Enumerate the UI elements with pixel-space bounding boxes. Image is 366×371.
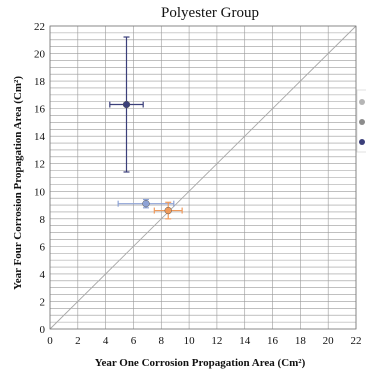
reference-line xyxy=(49,25,357,330)
x-tick-label: 2 xyxy=(75,335,81,347)
y-tick-label: 2 xyxy=(40,296,46,308)
x-tick-labels: 0 2 4 6 8 10 12 14 16 18 20 22 xyxy=(47,335,361,347)
y-axis-label: Year Four Corrosion Propagation Area (Cm… xyxy=(12,76,24,290)
y-tick-label: 10 xyxy=(34,186,46,198)
data-point-group xyxy=(153,201,183,220)
x-tick-label: 16 xyxy=(267,335,279,347)
y-tick-label: 22 xyxy=(34,21,45,33)
chart-title: Polyester Group xyxy=(161,5,259,21)
x-tick-label: 6 xyxy=(131,335,137,347)
y-tick-label: 16 xyxy=(34,104,46,116)
data-point-group xyxy=(109,36,144,173)
data-point xyxy=(122,100,131,109)
legend xyxy=(356,89,366,153)
data-point-group xyxy=(117,198,175,209)
x-tick-label: 10 xyxy=(184,335,196,347)
data-point xyxy=(142,200,150,208)
x-tick-label: 22 xyxy=(351,335,362,347)
y-tick-labels: 0 2 4 6 8 10 12 14 16 18 20 22 xyxy=(34,21,46,336)
x-tick-label: 20 xyxy=(323,335,335,347)
y-tick-label: 8 xyxy=(40,214,46,226)
x-tick-label: 12 xyxy=(211,335,222,347)
x-tick-label: 14 xyxy=(239,335,251,347)
x-tick-label: 4 xyxy=(103,335,109,347)
plot-frame xyxy=(49,25,357,330)
x-tick-label: 18 xyxy=(295,335,307,347)
y-tick-label: 12 xyxy=(34,159,45,171)
y-tick-label: 4 xyxy=(40,269,46,281)
legend-marker xyxy=(359,139,365,145)
legend-marker xyxy=(359,119,365,125)
legend-marker xyxy=(359,99,365,105)
y-tick-label: 20 xyxy=(34,49,46,61)
x-tick-label: 0 xyxy=(47,335,53,347)
x-axis-label: Year One Corrosion Propagation Area (Cm²… xyxy=(95,357,306,369)
data-point xyxy=(164,206,172,215)
y-tick-label: 6 xyxy=(40,241,46,253)
y-tick-label: 0 xyxy=(40,324,46,336)
grid xyxy=(49,25,357,330)
y-tick-label: 14 xyxy=(34,131,46,143)
y-tick-label: 18 xyxy=(34,76,46,88)
data-points xyxy=(109,36,183,220)
x-tick-label: 8 xyxy=(159,335,165,347)
